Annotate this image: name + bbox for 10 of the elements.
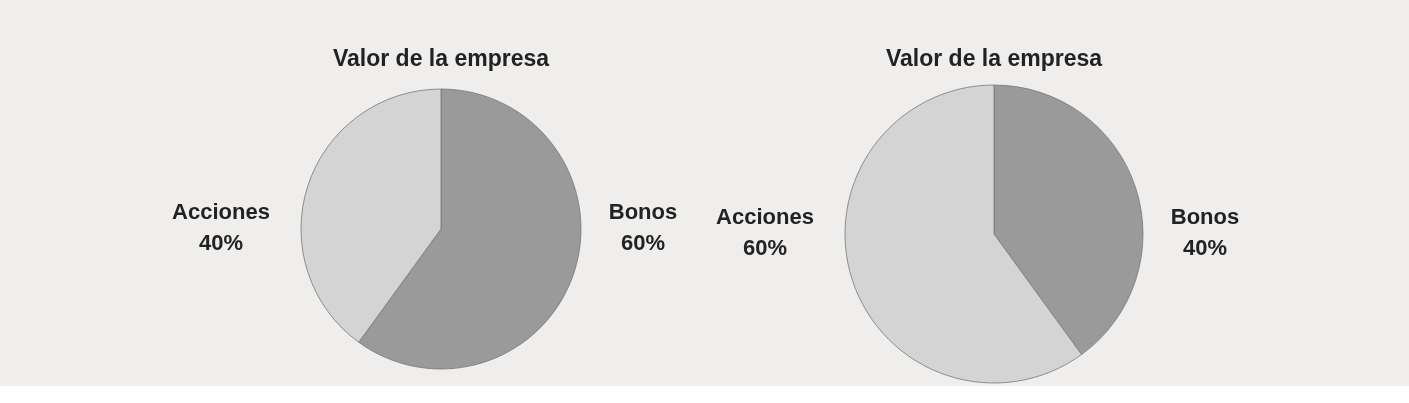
slice-label: Acciones (172, 199, 270, 224)
data-label: 40% (1182, 235, 1228, 260)
data-label: 60% (620, 230, 666, 255)
data-label: 60% (742, 235, 788, 260)
chart-title: Valor de la empresa (332, 45, 550, 71)
slice-label: Bonos (608, 199, 678, 224)
chart-title: Valor de la empresa (885, 45, 1103, 71)
slice-label: Bonos (1170, 204, 1240, 229)
slice-label: Acciones (716, 204, 814, 229)
data-label: 40% (198, 230, 244, 255)
